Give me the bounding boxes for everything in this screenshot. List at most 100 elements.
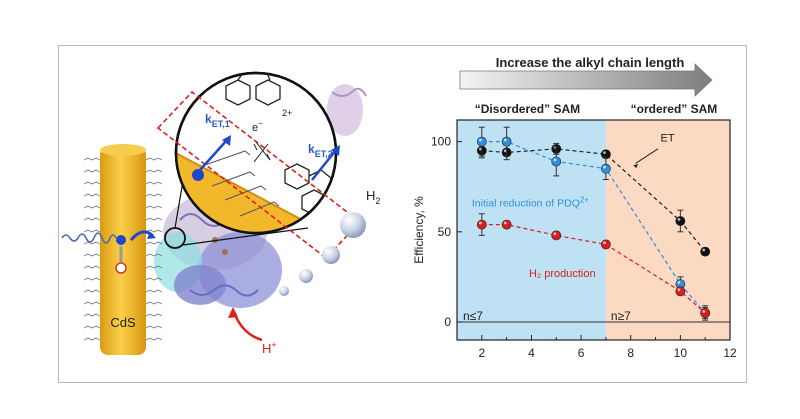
x-tick-label: 4 <box>528 346 535 360</box>
electron-dot-lens <box>192 169 204 181</box>
data-point-h2 <box>476 219 487 230</box>
ligand-chain <box>83 181 101 185</box>
data-point-h2 <box>700 308 711 318</box>
banner-text: Increase the alkyl chain length <box>496 55 685 70</box>
h2-bubbles <box>279 212 366 296</box>
region-1-note: n≥7 <box>611 309 631 323</box>
data-point-reduction <box>476 136 487 147</box>
ligand-chain <box>145 265 163 269</box>
ligand-chain <box>83 241 101 245</box>
data-point-et <box>675 216 686 226</box>
y-tick-label: 100 <box>431 135 451 149</box>
efficiency-chart: “Disordered” SAM n≤7 “ordered” SAM n≥7 2 4 6 8 1… <box>412 102 737 360</box>
ligand-chains-right <box>145 157 163 341</box>
ligand-chain <box>145 277 163 281</box>
protein-partner <box>327 84 367 136</box>
ligand-chain <box>83 253 101 257</box>
ligand-chain <box>83 277 101 281</box>
red-dashed-box <box>156 90 362 260</box>
ligand-chain <box>83 301 101 305</box>
proton-arrow <box>232 311 263 342</box>
ligand-chain <box>145 301 163 305</box>
data-point-highlight <box>702 248 706 252</box>
data-point-highlight <box>603 241 606 245</box>
ligand-chain <box>145 337 163 341</box>
ligand-chain <box>83 289 101 293</box>
annotation-et-arrowhead <box>633 164 639 169</box>
ligand-chain <box>145 157 163 161</box>
hole-dot <box>115 262 127 274</box>
ligand-chain <box>83 205 101 209</box>
series-line-et <box>481 148 706 253</box>
ligand-chain <box>145 229 163 233</box>
h2-label: H2 <box>366 188 380 206</box>
scheme-panel: CdS <box>61 71 380 356</box>
data-point-reduction <box>551 156 562 167</box>
charge-2plus: 2+ <box>282 108 292 118</box>
series-line-h2 <box>481 223 706 314</box>
ligand-chain <box>83 265 101 269</box>
ligand-chain <box>145 205 163 209</box>
annotation-et-arrow <box>635 148 659 164</box>
data-point-highlight <box>702 309 706 313</box>
y-tick-label: 50 <box>438 225 452 239</box>
ligand-chain <box>145 193 163 197</box>
ligand-chain <box>145 289 163 293</box>
x-tick-label: 8 <box>627 346 634 360</box>
y-tick-label: 0 <box>444 315 451 329</box>
data-point-et <box>700 246 711 257</box>
proton-label: H+ <box>262 340 277 356</box>
ligand-chain <box>83 193 101 197</box>
annotation-et: ET <box>661 133 675 145</box>
data-point-highlight <box>677 281 681 284</box>
data-point-highlight <box>503 149 507 153</box>
ligand-chain <box>83 169 101 173</box>
region-1-background <box>605 120 730 340</box>
data-point-h2 <box>601 239 611 250</box>
figure-frame <box>58 45 747 383</box>
data-point-highlight <box>479 147 482 151</box>
ligand-chain <box>83 157 101 161</box>
ligand-chain <box>83 337 101 341</box>
ligand-chain <box>83 325 101 329</box>
ket1-label: kET,1 <box>205 112 230 129</box>
data-point-highlight <box>603 165 606 169</box>
data-point-reduction <box>501 136 512 147</box>
ligand-chain <box>145 217 163 221</box>
cds-label: CdS <box>110 315 136 330</box>
chain-length-banner: Increase the alkyl chain length <box>459 55 713 97</box>
cds-nanorod <box>100 147 146 355</box>
data-point-h2 <box>675 286 686 297</box>
data-point-highlight <box>677 217 681 221</box>
data-point-highlight <box>503 221 507 225</box>
data-point-highlight <box>603 151 606 155</box>
data-point-h2 <box>551 230 562 241</box>
x-tick-label: 10 <box>674 346 688 360</box>
data-point-highlight <box>479 138 482 142</box>
ligand-chain <box>83 217 101 221</box>
y-axis-label: Efficiency, % <box>412 196 426 264</box>
ligand-chain <box>83 229 101 233</box>
data-point-highlight <box>479 221 482 225</box>
ligand-chain <box>145 325 163 329</box>
annotation-reduction: Initial reduction of PDQ2+ <box>472 196 589 210</box>
ket2-label: kET,2 <box>308 142 333 159</box>
data-point-highlight <box>503 138 507 142</box>
ligand-chain <box>145 241 163 245</box>
ligand-chain <box>145 253 163 257</box>
data-point-h2 <box>501 219 512 230</box>
electron-dot <box>116 235 126 245</box>
magnifier-lens: 2+ +• <box>174 71 338 235</box>
data-point-highlight <box>553 158 557 162</box>
region-0-note: n≤7 <box>463 309 483 323</box>
light-wave <box>61 232 117 244</box>
plot-frame <box>456 119 731 341</box>
x-tick-label: 2 <box>478 346 485 360</box>
x-tick-label: 6 <box>578 346 585 360</box>
ligand-chains-left <box>83 157 101 341</box>
x-tick-label: 12 <box>723 346 737 360</box>
data-point-reduction <box>601 163 611 174</box>
region-0-title: “Disordered” SAM <box>475 102 580 116</box>
region-1-title: “ordered” SAM <box>631 102 718 116</box>
